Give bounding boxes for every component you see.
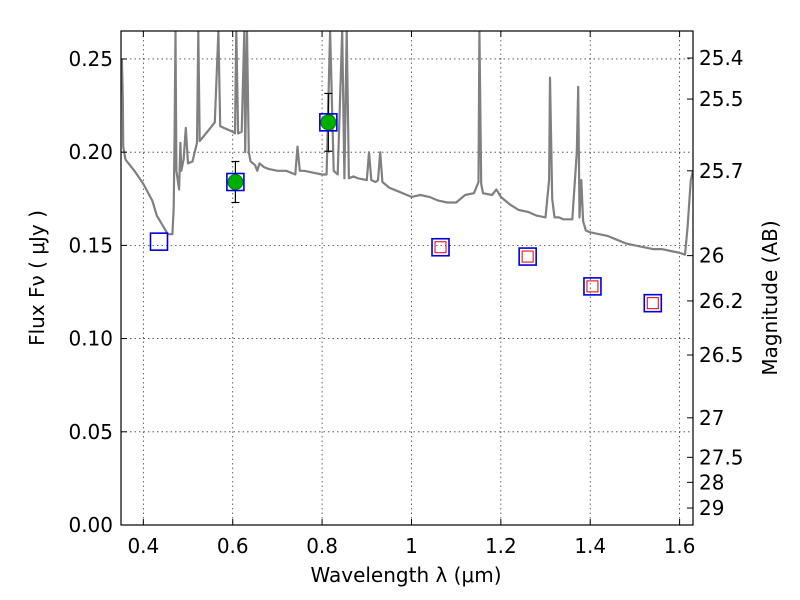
predicted-band-inner-square [586, 280, 599, 293]
predicted-band-outer-square [431, 237, 450, 257]
y-tick-label: 0.25 [68, 47, 113, 71]
x-tick-label: 0.8 [306, 534, 338, 558]
y2-tick-label: 27 [699, 406, 724, 430]
y2-tick-label: 25.4 [699, 46, 744, 70]
observed-point [320, 114, 337, 131]
observed-point [227, 173, 244, 190]
model-band-square [319, 113, 338, 132]
y2-tick-label: 25.5 [699, 87, 744, 111]
x-tick-label: 1.4 [574, 534, 606, 558]
model-band-square [149, 232, 169, 251]
y-tick-label: 0.20 [68, 140, 113, 164]
y-tick-label: 0.05 [68, 420, 113, 444]
model-spectrum-layer [121, 31, 693, 256]
predicted-band-inner-square [434, 241, 447, 254]
model-band-square [226, 172, 245, 192]
predicted-band-inner-square [521, 250, 534, 263]
x-axis-title: Wavelength λ (μm) [310, 563, 501, 587]
predicted-band-outer-square [583, 277, 602, 296]
x-tick-label: 0.4 [127, 534, 159, 558]
y2-axis-title: Magnitude (AB) [758, 220, 782, 375]
x-tick-label: 0.6 [217, 534, 249, 558]
y2-tick-label: 26.5 [699, 343, 744, 367]
grid [121, 31, 693, 526]
predicted-band-outer-square [518, 247, 537, 266]
x-tick-label: 1 [405, 534, 418, 558]
x-tick-label: 1.6 [664, 534, 696, 558]
x-tick-label: 1.2 [485, 534, 517, 558]
y-axis-title: Flux Fν ( μJy ) [25, 210, 49, 346]
y-tick-label: 0.10 [68, 327, 113, 351]
photometry-layer [149, 92, 663, 313]
y2-tick-label: 26.2 [699, 289, 744, 313]
y2-tick-label: 29 [699, 496, 724, 520]
y2-tick-label: 27.5 [699, 445, 744, 469]
model-spectrum-line [121, 31, 693, 256]
y2-tick-label: 26 [699, 244, 724, 268]
axes: 0.4 0.6 0.8 1 1.2 1.4 1.6 0.00 0.05 0.10 0.15 0.20 0… [68, 31, 744, 558]
y2-tick-label: 25.7 [699, 159, 744, 183]
predicted-band-outer-square [643, 293, 663, 313]
predicted-band-inner-square [646, 297, 659, 310]
y2-tick-label: 28 [699, 470, 724, 494]
y-tick-label: 0.00 [68, 513, 113, 537]
y-tick-label: 0.15 [68, 233, 113, 257]
plot-frame [120, 30, 694, 526]
